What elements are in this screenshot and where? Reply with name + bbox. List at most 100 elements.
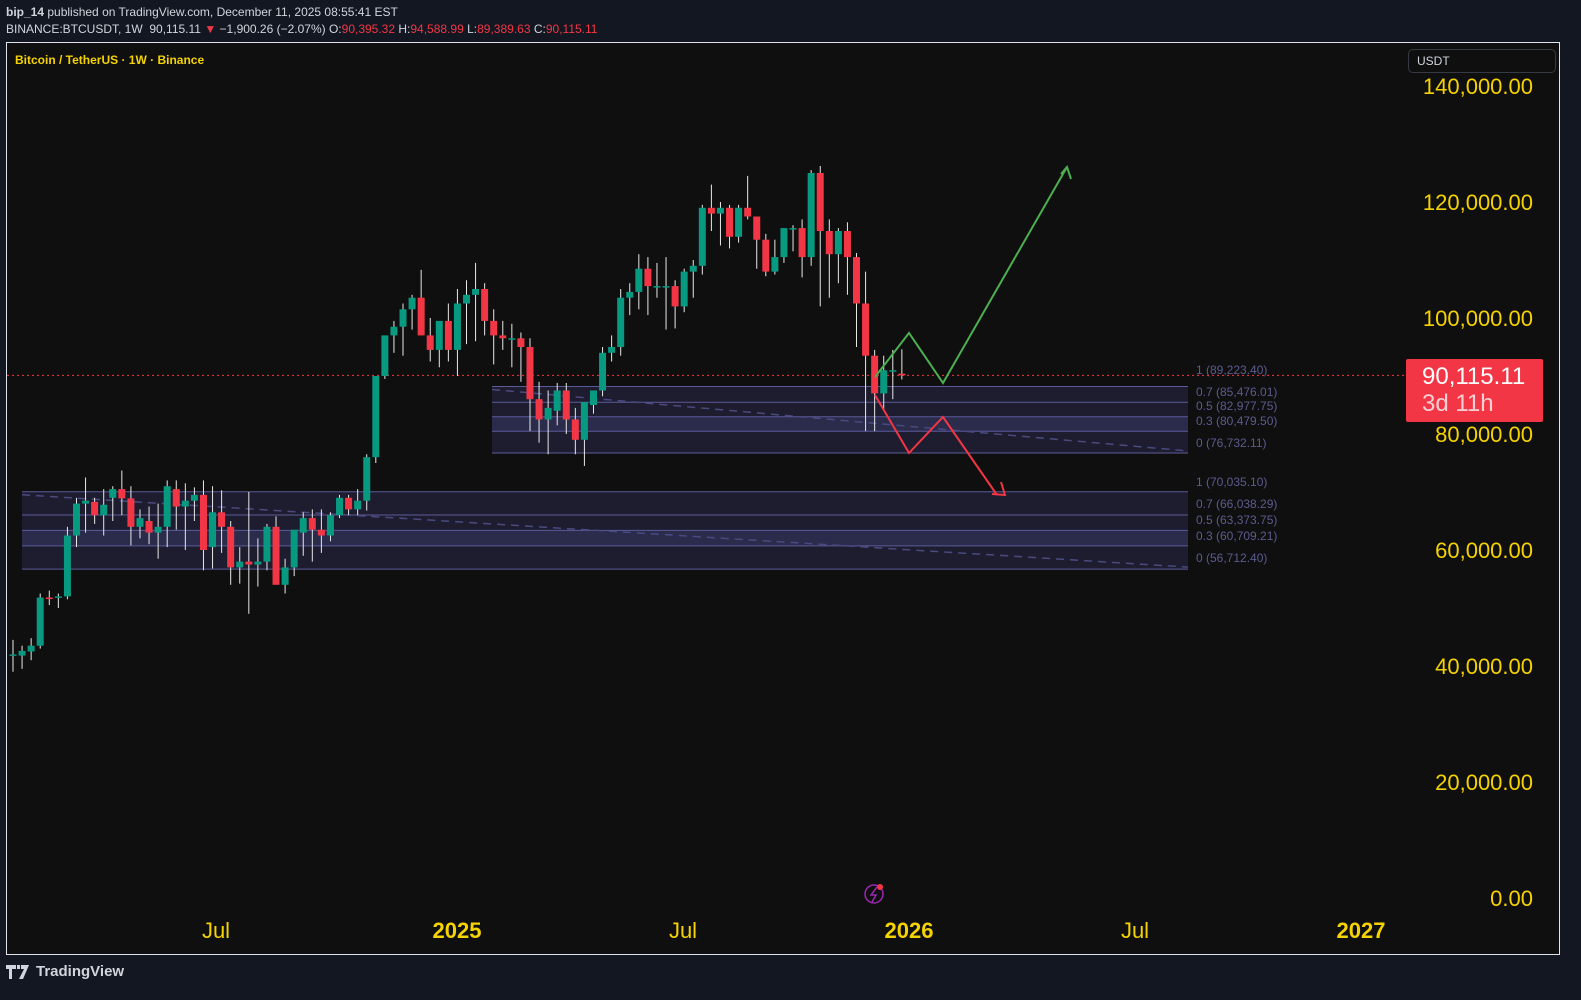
fib-level-label: 1 (70,035.10) [1196, 475, 1267, 489]
bearish-projection-path [874, 394, 998, 496]
y-axis-label: 140,000.00 [1423, 74, 1533, 99]
publisher-name[interactable]: bip_14 [6, 5, 45, 19]
notification-dot-icon [877, 884, 883, 890]
candle-body [136, 518, 144, 527]
fib-zone-mid [22, 530, 1188, 546]
candle-body [571, 419, 579, 440]
candle-body [535, 399, 543, 420]
candle-body [825, 231, 833, 255]
open-value: 90,395.32 [341, 22, 396, 36]
candle-body [172, 489, 180, 507]
candle-body [91, 501, 99, 516]
candle-body [499, 335, 507, 339]
price-tag-value: 90,115.11 [1422, 363, 1526, 390]
price-change: −1,900.26 (−2.07%) [219, 22, 326, 36]
candle-body [871, 355, 879, 394]
fib-level-label: 1 (89,223.40) [1196, 363, 1267, 377]
y-axis-label: 0.00 [1490, 886, 1533, 911]
close-label: C: [533, 22, 546, 36]
candle-body [363, 457, 371, 501]
candle-body [580, 402, 588, 440]
x-axis-label: 2027 [1337, 918, 1386, 943]
symbol: BINANCE:BTCUSDT, 1W [6, 22, 143, 36]
fib-level-label: 0 (76,732.11) [1196, 436, 1267, 450]
chart-canvas[interactable]: 140,000.00 120,000.00 100,000.00 80,000.00 6… [7, 43, 1560, 955]
candle-body [399, 309, 407, 327]
candle-body [862, 303, 870, 356]
candle-body [853, 257, 861, 304]
candle-body [281, 567, 289, 585]
y-axis-label: 20,000.00 [1435, 770, 1533, 795]
candle-body [118, 489, 126, 499]
candle-body [880, 370, 888, 394]
candle-body [562, 390, 570, 420]
x-axis-label: 2025 [433, 918, 482, 943]
candle-body [662, 286, 670, 288]
y-axis-label: 80,000.00 [1435, 422, 1533, 447]
chart-pane[interactable]: 140,000.00 120,000.00 100,000.00 80,000.00 6… [6, 42, 1560, 955]
candle-body [517, 338, 525, 347]
candle-body [18, 650, 26, 656]
candle-body [463, 294, 470, 304]
candle-body [245, 561, 253, 565]
fib-trend-line [491, 388, 1189, 452]
fib-zone-mid [492, 416, 1188, 432]
candle-body [762, 239, 770, 272]
candle-body [716, 207, 724, 214]
candle-body [481, 289, 489, 321]
candle-body [336, 497, 344, 516]
x-axis-label: Jul [669, 918, 697, 943]
candle-body [744, 207, 752, 217]
candle-body [272, 526, 280, 585]
lightning-glyph-icon [869, 886, 878, 903]
candle-body [698, 207, 706, 266]
candle-body [63, 535, 71, 597]
candle-body [553, 390, 561, 411]
candle-body [54, 596, 62, 598]
candle-body [707, 207, 715, 214]
candle-body [680, 271, 688, 307]
candle-body [526, 347, 534, 400]
down-arrow-icon: ▼ [204, 22, 217, 36]
candle-body [290, 529, 298, 568]
currency-selector[interactable]: USDT [1408, 49, 1556, 73]
candle-body [889, 370, 897, 372]
candle-body [36, 597, 44, 646]
candle-body [254, 561, 262, 565]
candle-body [154, 526, 162, 533]
candle-body [735, 207, 743, 237]
candle-body [163, 486, 171, 527]
candle-body [417, 297, 425, 336]
candle-body [308, 518, 316, 530]
fib-level-label: 0.3 (80,479.50) [1196, 414, 1277, 428]
x-axis-label: Jul [202, 918, 230, 943]
candle-body [82, 500, 90, 504]
candle-body [372, 376, 380, 458]
bar-countdown: 3d 11h [1422, 390, 1494, 417]
bullish-projection-path [874, 166, 1068, 385]
candle-body [771, 257, 779, 272]
candle-body [490, 320, 498, 336]
y-axis-label: 120,000.00 [1423, 190, 1533, 215]
tradingview-logo[interactable]: TradingView [6, 963, 124, 980]
candle-body [653, 286, 661, 288]
candle-body [544, 407, 552, 420]
candle-body [426, 335, 434, 350]
candle-body [472, 289, 480, 295]
fib-level-label: 0.5 (63,373.75) [1196, 513, 1277, 527]
candle-body [345, 497, 353, 510]
x-axis-label: 2026 [885, 918, 934, 943]
candle-body [109, 489, 117, 498]
candle-body [626, 291, 634, 298]
candle-body [236, 561, 244, 568]
candle-body [444, 320, 452, 350]
candle-body [227, 526, 235, 568]
tradingview-logo-icon [6, 964, 29, 979]
candle-body [354, 500, 362, 510]
candle-body [644, 268, 652, 287]
candle-body [599, 352, 607, 391]
candle-body [72, 503, 80, 536]
candle-body [843, 231, 851, 258]
candle-body [199, 494, 207, 550]
y-axis-label: 100,000.00 [1423, 306, 1533, 331]
